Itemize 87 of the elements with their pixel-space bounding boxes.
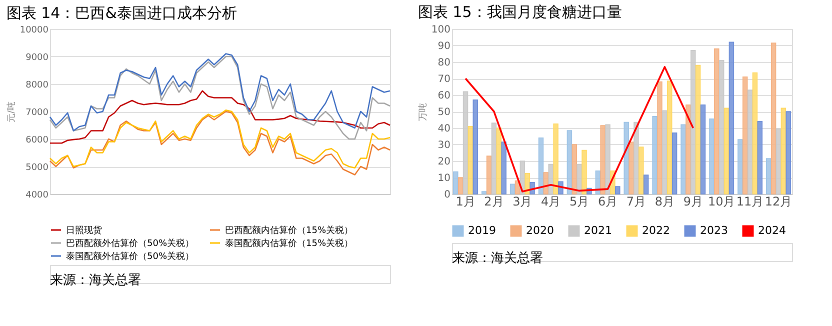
y-tick-label: 100	[431, 24, 450, 36]
x-tick-label: 11月	[736, 194, 764, 208]
bar	[486, 156, 492, 194]
y-tick-label: 30	[438, 140, 450, 151]
bar	[453, 171, 458, 194]
x-tick-label: 1月	[456, 194, 476, 208]
bar	[766, 158, 772, 194]
bar	[468, 126, 474, 194]
bar	[672, 132, 678, 194]
bar	[666, 80, 672, 194]
x-tick-label: 7月	[626, 194, 646, 208]
y-tick-label: 6000	[26, 136, 49, 146]
x-tick-label: 8月	[654, 194, 674, 208]
bar	[700, 104, 706, 194]
legend-label: 2020	[526, 224, 554, 237]
bar	[510, 184, 516, 194]
bar	[501, 142, 506, 194]
x-tick-label: 6月	[598, 194, 618, 208]
bar	[615, 186, 620, 194]
bar	[624, 122, 629, 194]
x-tick-label: 2月	[484, 194, 504, 208]
legend-label: 泰国配额内估算价（15%关税）	[225, 238, 354, 249]
y-tick-label: 8000	[26, 80, 49, 90]
bar	[458, 177, 464, 194]
y-tick-label: 80	[438, 58, 450, 68]
y-tick-label: 70	[438, 74, 450, 85]
legend-label: 2022	[642, 224, 670, 237]
y-tick-label: 0	[444, 190, 450, 200]
bar	[582, 150, 587, 194]
chart-title: 图表 15：我国月度食糖进口量	[418, 3, 622, 21]
legend-label: 2019	[468, 224, 496, 237]
legend-label: 泰国配额外估算价（50%关税）	[66, 251, 194, 262]
y-tick-label: 50	[438, 107, 450, 118]
bar	[472, 100, 478, 194]
bar	[638, 146, 644, 194]
bar	[481, 191, 487, 194]
bar	[724, 108, 730, 194]
line-series	[464, 66, 694, 192]
x-tick-label: 9月	[683, 194, 703, 208]
x-tick-label: 4月	[541, 194, 561, 208]
bar	[628, 142, 634, 194]
y-axis-title: 元/吨	[6, 101, 17, 123]
bar	[643, 174, 649, 194]
bar	[657, 81, 662, 194]
bar	[538, 138, 544, 194]
x-tick-label: 3月	[512, 194, 532, 208]
x-tick-label: 10月	[708, 194, 736, 208]
bar	[742, 76, 748, 194]
bar	[695, 64, 701, 194]
y-tick-label: 20	[438, 156, 450, 168]
y-tick-label: 10000	[20, 26, 49, 36]
bar	[680, 124, 686, 194]
legend-label: 2021	[584, 224, 612, 237]
x-tick-label: 5月	[570, 194, 590, 208]
y-tick-label: 10	[438, 173, 450, 184]
bar	[600, 125, 606, 194]
y-tick-label: 60	[438, 90, 450, 102]
chart-title: 图表 14：巴西&泰国进口成本分析	[6, 4, 237, 22]
bar	[752, 72, 758, 194]
legend-label: 巴西配额内估算价（15%关税）	[225, 225, 354, 236]
bar	[553, 123, 558, 194]
x-tick-label: 12月	[764, 194, 792, 208]
y-tick-label: 7000	[26, 108, 49, 118]
y-tick-label: 9000	[26, 53, 49, 63]
bar	[524, 172, 530, 194]
bar	[686, 104, 691, 194]
line-series	[49, 90, 391, 144]
legend-label: 日照现货	[66, 225, 102, 236]
bar	[652, 116, 658, 194]
bar	[728, 42, 734, 194]
bar	[566, 130, 572, 194]
bar	[709, 118, 714, 194]
y-axis-title: 万吨	[417, 103, 428, 121]
bar	[757, 121, 763, 194]
bar	[738, 139, 743, 194]
source-note: 来源：海关总署	[452, 251, 543, 266]
y-tick-label: 40	[438, 124, 450, 134]
bar	[714, 48, 720, 194]
bar	[786, 111, 791, 194]
bar	[770, 42, 776, 194]
legend-label: 巴西配额外估算价（50%关税）	[66, 238, 194, 249]
y-tick-label: 5000	[26, 163, 49, 173]
legend-label: 2024	[758, 224, 786, 237]
legend-label: 2023	[700, 224, 728, 237]
y-tick-label: 90	[438, 41, 450, 52]
source-note: 来源：海关总署	[50, 273, 141, 288]
y-tick-label: 4000	[26, 190, 49, 200]
